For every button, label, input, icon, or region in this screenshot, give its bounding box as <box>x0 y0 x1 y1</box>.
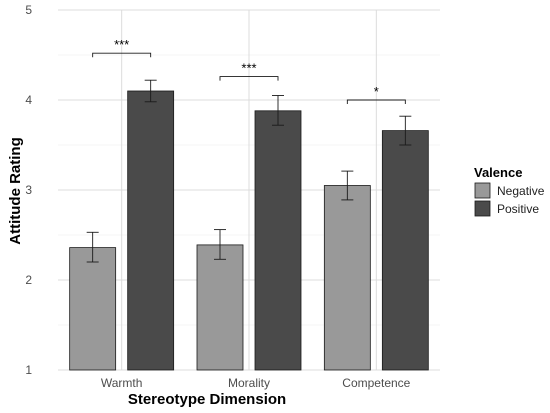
significance-brackets: ******* <box>92 37 406 104</box>
error-bars <box>86 79 412 263</box>
legend-label-negative: Negative <box>497 184 545 198</box>
bar-positive <box>127 90 175 371</box>
y-tick-label: 1 <box>25 363 32 377</box>
legend-title: Valence <box>474 165 522 180</box>
significance-bracket <box>346 99 406 104</box>
y-axis-title: Attitude Rating <box>7 137 24 244</box>
legend-swatch-positive <box>474 200 491 217</box>
legend-label-positive: Positive <box>497 202 539 216</box>
bar-positive <box>381 130 429 371</box>
significance-label: *** <box>241 61 256 76</box>
significance-label: *** <box>114 37 129 52</box>
y-tick-label: 4 <box>25 93 32 107</box>
x-tick-label: Morality <box>228 376 270 390</box>
bar-positive <box>254 110 302 371</box>
legend: Valence Negative Positive <box>474 165 545 217</box>
bar-negative <box>69 247 117 371</box>
significance-label: * <box>374 84 379 99</box>
y-tick-label: 5 <box>25 3 32 17</box>
y-tick-label: 2 <box>25 273 32 287</box>
bar-negative <box>323 185 371 371</box>
x-tick-label: Competence <box>342 376 410 390</box>
x-axis-title: Stereotype Dimension <box>128 391 286 408</box>
y-tick-label: 3 <box>25 183 32 197</box>
x-tick-labels: Warmth Morality Competence <box>101 376 411 390</box>
significance-bracket <box>219 76 279 81</box>
significance-bracket <box>92 52 152 58</box>
gridlines <box>58 9 440 371</box>
x-tick-label: Warmth <box>101 376 143 390</box>
legend-swatch-negative <box>474 182 491 199</box>
bars <box>69 90 429 371</box>
bar-negative <box>196 244 244 371</box>
y-tick-labels: 1 2 3 4 5 <box>25 3 32 377</box>
